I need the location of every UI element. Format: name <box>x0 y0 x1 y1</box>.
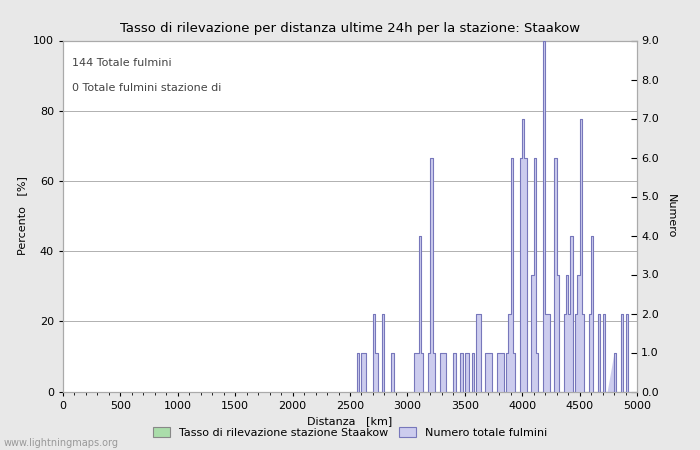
Text: www.lightningmaps.org: www.lightningmaps.org <box>4 438 118 448</box>
Text: 144 Totale fulmini: 144 Totale fulmini <box>71 58 172 68</box>
Legend: Tasso di rilevazione stazione Staakow, Numero totale fulmini: Tasso di rilevazione stazione Staakow, N… <box>148 423 552 442</box>
Y-axis label: Percento   [%]: Percento [%] <box>18 176 27 256</box>
X-axis label: Distanza   [km]: Distanza [km] <box>307 416 393 426</box>
Text: 0 Totale fulmini stazione di: 0 Totale fulmini stazione di <box>71 83 221 93</box>
Title: Tasso di rilevazione per distanza ultime 24h per la stazione: Staakow: Tasso di rilevazione per distanza ultime… <box>120 22 580 35</box>
Y-axis label: Numero: Numero <box>666 194 675 238</box>
